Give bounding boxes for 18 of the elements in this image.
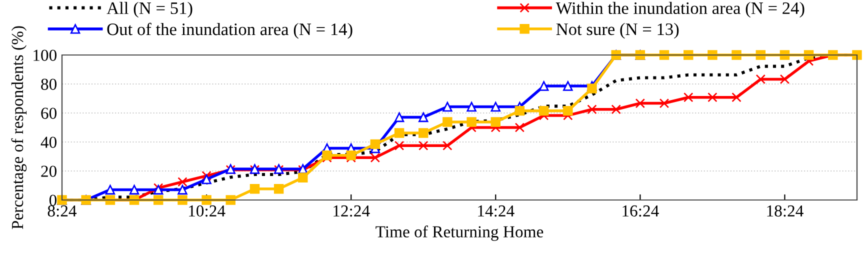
legend-label: All (N = 51): [106, 2, 192, 18]
x-tick-label: 10:24: [189, 205, 226, 217]
legend-label: Within the inundation area (N = 24): [556, 2, 804, 18]
x-tick-label: 18:24: [767, 205, 804, 217]
x-tick-label: 14:24: [478, 205, 514, 217]
x-axis-title: Time of Returning Home: [376, 226, 544, 241]
y-tick-label: 20: [41, 166, 57, 177]
legend-label: Not sure (N = 13): [556, 22, 679, 39]
y-tick-label: 0: [49, 194, 57, 206]
y-tick-label: 60: [41, 108, 57, 119]
x-tick-label: 12:24: [334, 205, 370, 217]
y-axis-title: Percentage of respondents (%): [11, 26, 27, 230]
y-tick-label: 80: [41, 78, 57, 90]
x-tick-label: 8:24: [48, 205, 77, 217]
legend-label: Out of the inundation area (N = 14): [107, 22, 352, 39]
x-tick-label: 16:24: [622, 205, 659, 217]
y-tick-label: 40: [40, 136, 57, 148]
y-tick-label: 100: [34, 50, 57, 61]
